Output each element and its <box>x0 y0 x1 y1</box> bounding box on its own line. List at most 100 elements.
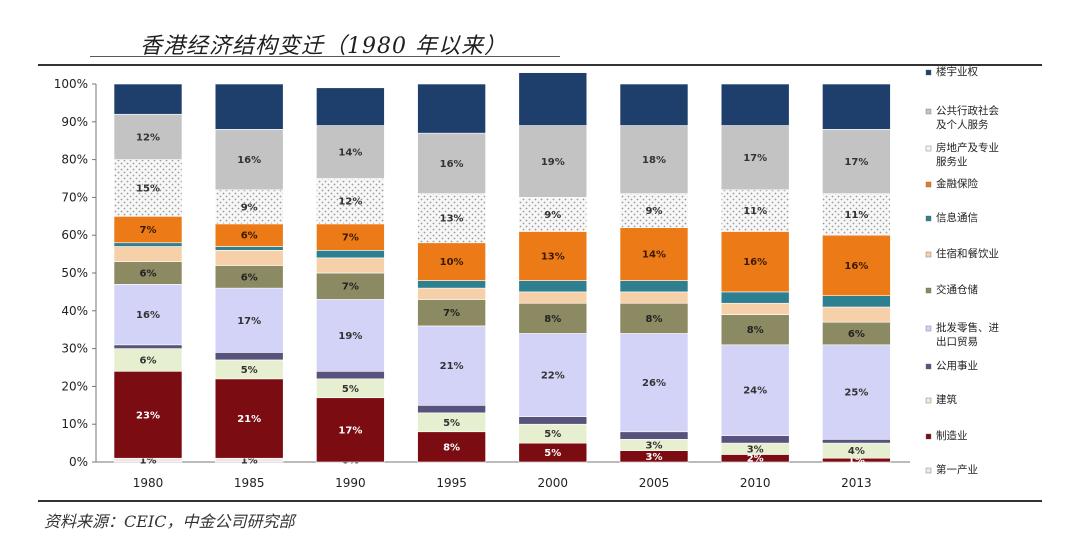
data-label: 16% <box>440 159 464 170</box>
bar-segment <box>417 325 486 406</box>
legend-swatch <box>925 108 932 115</box>
bar-segment <box>214 189 284 225</box>
data-label: 21% <box>440 361 464 372</box>
bars: 1%23%6%16%6%7%15%12%1%21%5%17%6%6%9%16%0… <box>113 72 891 467</box>
data-label: 7% <box>443 308 460 319</box>
chart-title: 香港经济结构变迁（1980 年以来） <box>140 34 507 59</box>
data-label: 12% <box>136 132 160 143</box>
bar-segment <box>720 83 790 126</box>
data-label: 9% <box>544 210 561 221</box>
bar-segment <box>518 72 588 126</box>
data-label: 11% <box>844 210 868 221</box>
legend-swatch <box>925 397 932 404</box>
data-label: 14% <box>338 148 362 159</box>
legend-item: 建筑 <box>925 393 957 406</box>
legend-swatch <box>925 287 932 294</box>
x-tick-label: 2005 <box>639 476 670 490</box>
bar-segment <box>417 404 486 414</box>
legend-label: 公共行政社会 <box>936 104 999 117</box>
bar-segment <box>720 291 790 304</box>
bar-segment <box>417 83 486 134</box>
bar-segment <box>113 284 183 346</box>
bar-segment <box>113 159 183 217</box>
data-label: 2% <box>747 454 764 465</box>
data-label: 13% <box>541 251 565 262</box>
bar-segment <box>417 280 486 289</box>
bar-segment <box>619 333 689 433</box>
bottom-rule <box>38 500 1042 502</box>
bar-segment <box>619 280 689 293</box>
data-label: 6% <box>241 231 258 242</box>
data-label: 3% <box>747 444 764 455</box>
bar-segment <box>316 299 385 372</box>
data-label: 16% <box>844 261 868 272</box>
legend-item: 制造业 <box>925 429 968 442</box>
data-label: 6% <box>140 355 157 366</box>
bar-segment <box>619 193 689 228</box>
x-tick-label: 2000 <box>538 476 569 490</box>
bar-segment <box>720 435 790 444</box>
bar-segment <box>316 178 385 225</box>
bar-segment <box>113 113 183 160</box>
data-label: 13% <box>440 214 464 225</box>
data-label: 22% <box>541 371 565 382</box>
bar-segment <box>113 242 183 247</box>
y-tick-label: 50% <box>61 266 88 280</box>
y-tick-label: 30% <box>61 342 88 356</box>
legend: 楼宇业权公共行政社会及个人服务房地产及专业服务业金融保险信息通信住宿和餐饮业交通… <box>925 65 999 476</box>
bar-segment <box>214 83 284 130</box>
data-label: 17% <box>844 157 868 168</box>
legend-swatch <box>925 215 932 222</box>
bar-segment <box>113 216 183 244</box>
top-rule <box>38 64 1042 66</box>
data-label: 3% <box>646 440 663 451</box>
bar-stack-1995: 8% 5% 21% 7% 10% 13% 16% <box>417 83 486 463</box>
y-tick-label: 70% <box>61 190 88 204</box>
legend-label: 第一产业 <box>936 463 978 476</box>
y-tick-label: 100% <box>54 77 88 91</box>
data-label: 8% <box>544 314 561 325</box>
y-tick-label: 80% <box>61 153 88 167</box>
bar-segment <box>113 83 183 115</box>
data-label: 15% <box>136 183 160 194</box>
legend-item: 金融保险 <box>925 177 978 190</box>
title-underline <box>90 56 560 57</box>
x-tick-label: 2010 <box>740 476 771 490</box>
data-label: 16% <box>136 310 160 321</box>
legend-item: 交通仓储 <box>925 283 978 296</box>
data-label: 7% <box>342 233 359 244</box>
bar-segment <box>214 352 284 361</box>
y-tick-label: 0% <box>69 455 88 469</box>
data-label: 26% <box>642 378 666 389</box>
legend-label: 建筑 <box>936 393 957 406</box>
legend-swatch <box>925 181 932 188</box>
data-label: 17% <box>237 316 261 327</box>
data-label: 5% <box>544 429 561 440</box>
legend-swatch <box>925 325 932 332</box>
legend-swatch <box>925 251 932 258</box>
bar-segment <box>822 129 891 194</box>
data-label: 1% <box>241 456 258 467</box>
legend-item: 公用事业 <box>925 359 978 372</box>
bar-segment <box>417 431 486 463</box>
legend-swatch <box>925 433 932 440</box>
bar-segment <box>720 231 790 293</box>
legend-swatch <box>925 69 932 76</box>
data-label: 3% <box>646 452 663 463</box>
legend-item: 住宿和餐饮业 <box>925 247 999 260</box>
bar-segment <box>619 83 689 126</box>
x-tick-label: 2013 <box>841 476 872 490</box>
legend-swatch <box>925 363 932 370</box>
bar-segment <box>619 291 689 304</box>
bar-segment <box>822 344 891 440</box>
bar-segment <box>518 197 588 232</box>
data-label: 8% <box>443 442 460 453</box>
y-tick-label: 60% <box>61 228 88 242</box>
bar-segment <box>316 250 385 259</box>
bar-segment <box>720 344 790 436</box>
data-label: 21% <box>237 414 261 425</box>
bar-segment <box>214 378 284 459</box>
data-label: 6% <box>241 272 258 283</box>
